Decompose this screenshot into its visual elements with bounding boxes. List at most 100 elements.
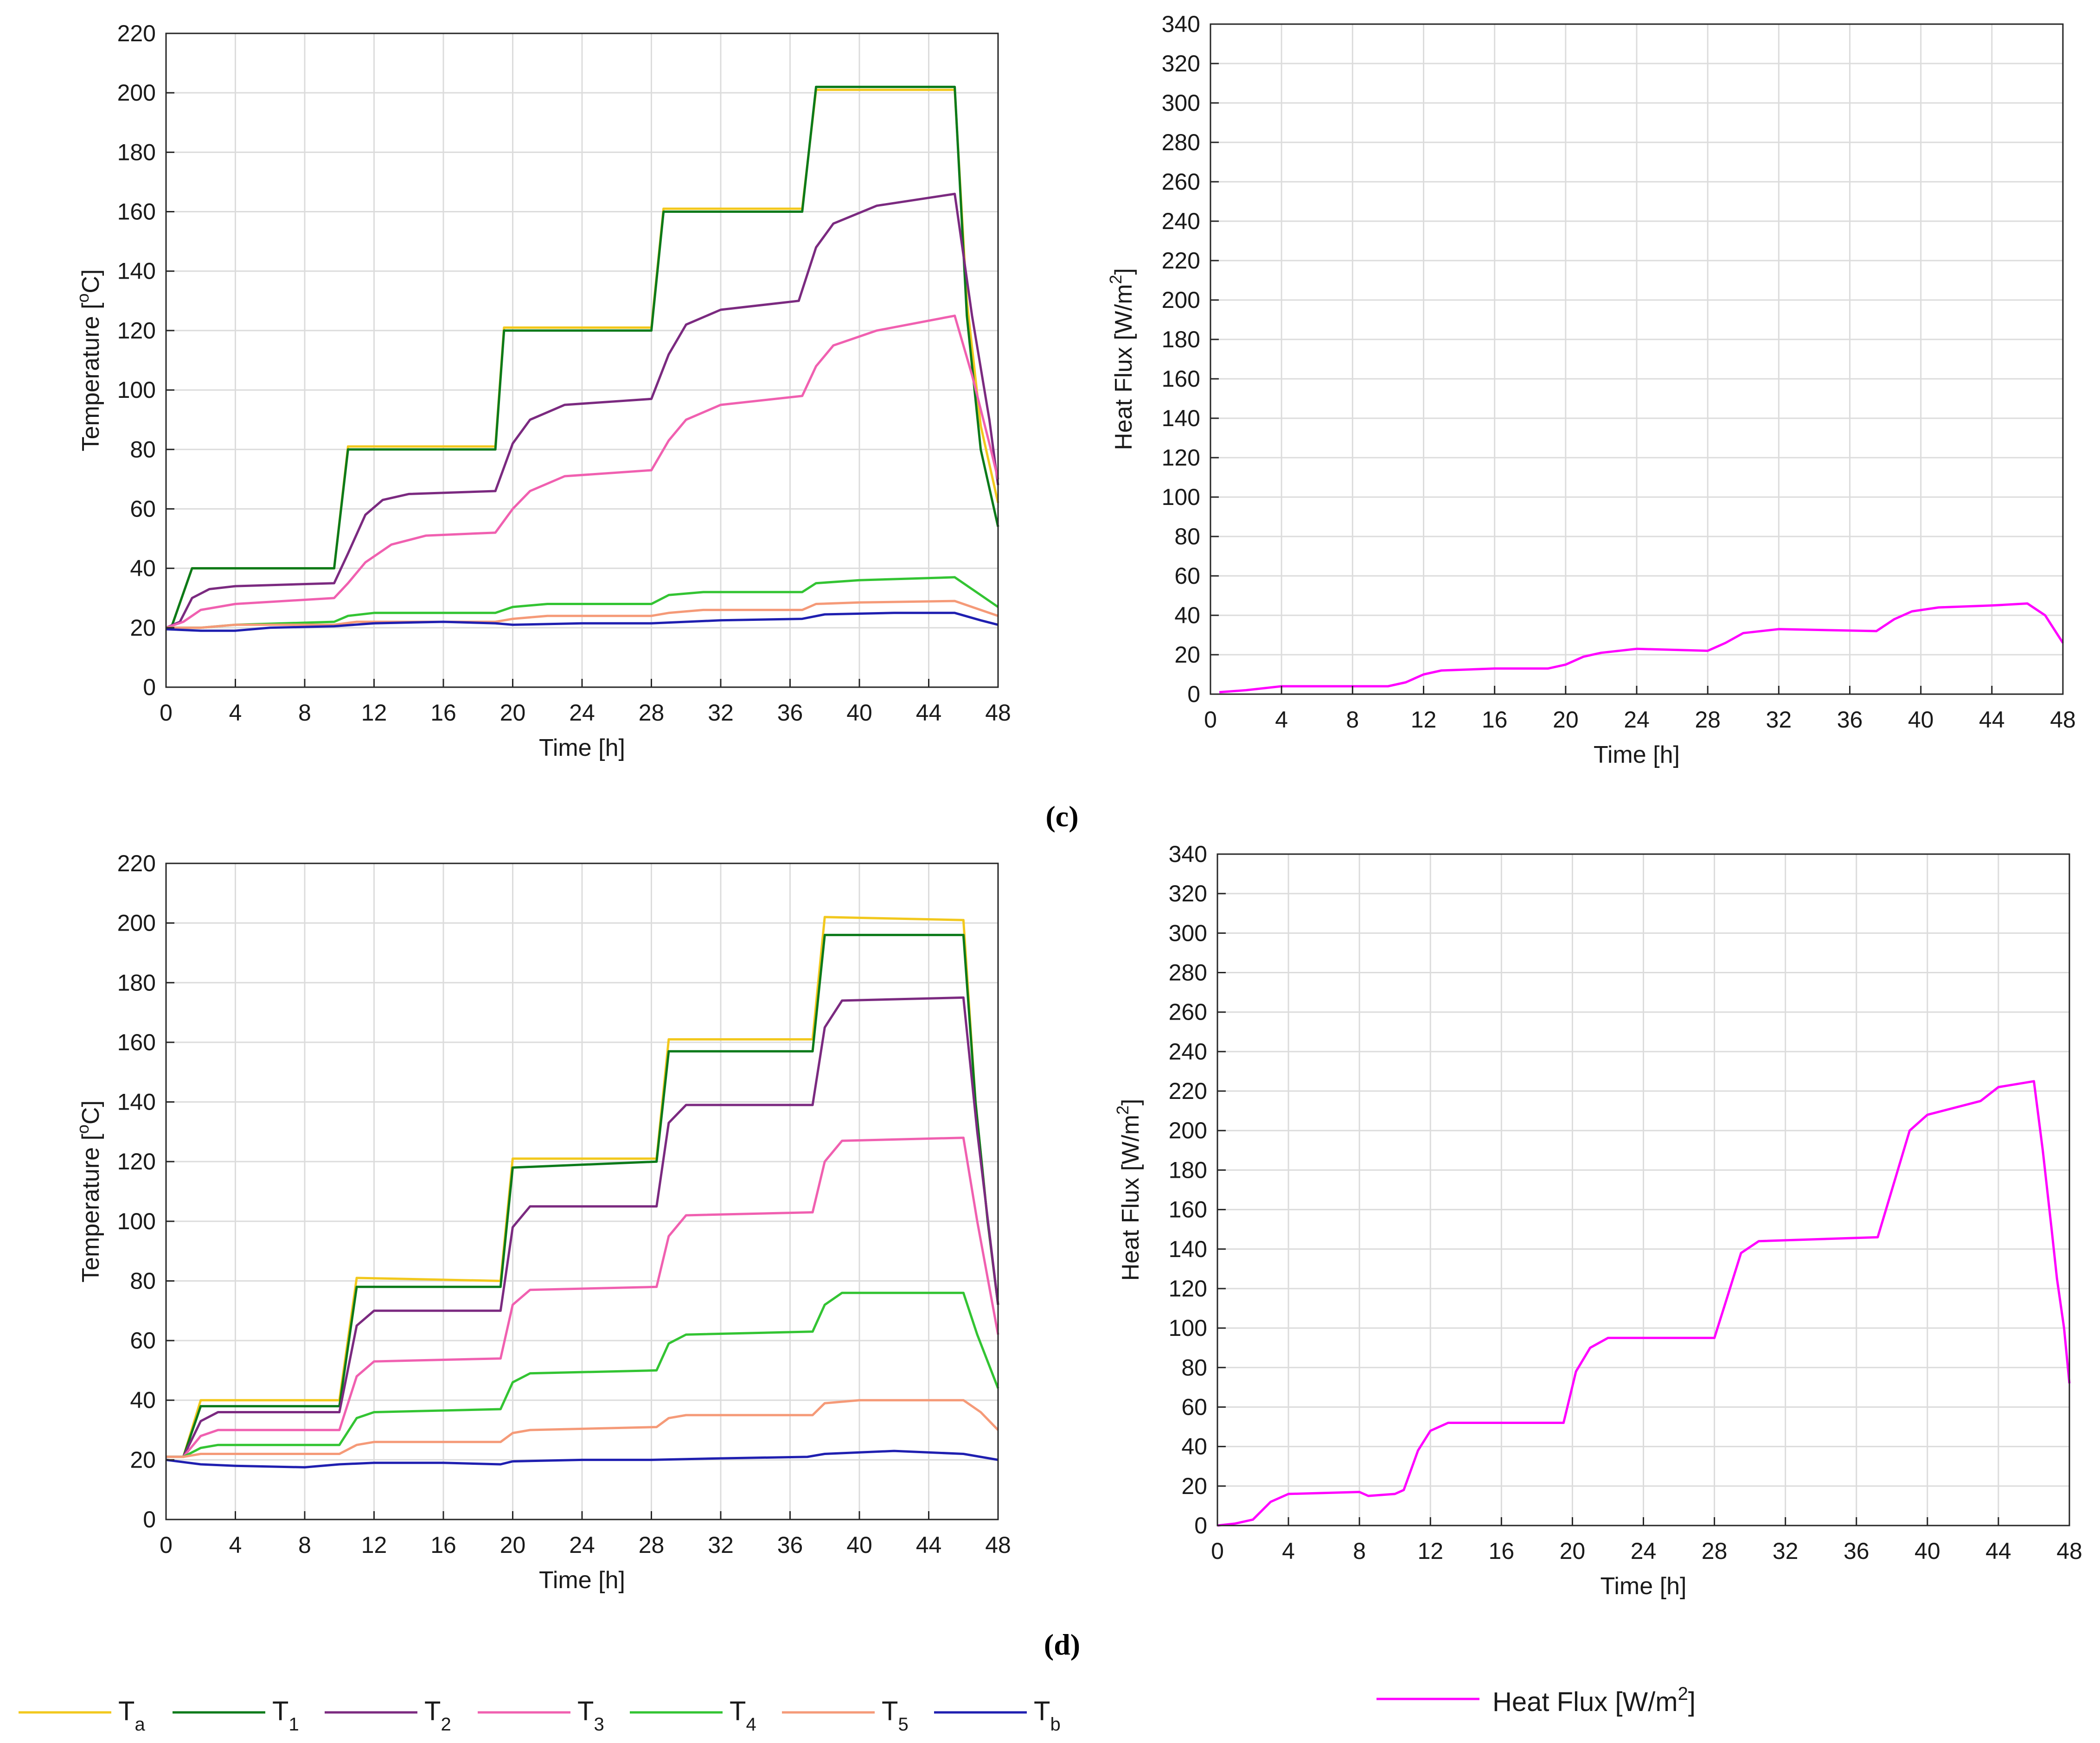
y-tick-label: 80 <box>1174 524 1200 549</box>
chart-d-heatflux: 0 4 8 12 16 20 24 28 32 36 40 44 4802040608010012014… <box>1113 841 2082 1600</box>
y-tick-label: 100 <box>117 377 156 403</box>
series-line-t5 <box>166 1399 999 1458</box>
x-tick-label: 0 <box>1204 707 1217 733</box>
series-line-t4 <box>166 1291 999 1458</box>
y-tick-label: 20 <box>1174 642 1200 668</box>
legend-label: T3 <box>577 1696 604 1735</box>
y-tick-label: 60 <box>1174 563 1200 589</box>
legend-heat-flux: Heat Flux [W/m2] <box>1377 1684 1696 1717</box>
x-tick-label: 24 <box>1631 1538 1657 1564</box>
y-axis-label: Temperature [oC] <box>73 269 104 452</box>
y-tick-label: 0 <box>143 674 156 700</box>
legend-label: Heat Flux [W/m2] <box>1492 1684 1696 1717</box>
y-tick-label: 220 <box>1162 248 1200 274</box>
x-axis-label: Time [h] <box>539 734 625 761</box>
y-tick-label: 80 <box>1181 1354 1207 1380</box>
y-tick-label: 40 <box>130 555 156 581</box>
y-tick-label: 20 <box>130 615 156 641</box>
series-line-tb <box>166 612 999 632</box>
y-tick-label: 340 <box>1169 841 1207 867</box>
legend-label: T1 <box>272 1696 299 1735</box>
y-tick-label: 60 <box>130 1328 156 1354</box>
legend-item-t3: T3 <box>478 1696 604 1735</box>
y-tick-label: 0 <box>1187 681 1200 707</box>
x-tick-label: 16 <box>430 1532 456 1558</box>
x-tick-label: 32 <box>1773 1538 1799 1564</box>
x-tick-label: 8 <box>298 1532 311 1558</box>
x-tick-label: 44 <box>1979 707 2005 733</box>
x-tick-label: 32 <box>1766 707 1792 733</box>
series-line-t1 <box>166 933 999 1458</box>
x-tick-label: 4 <box>1275 707 1288 733</box>
x-tick-label: 0 <box>160 1532 173 1558</box>
legend-item-ta: Ta <box>19 1696 145 1735</box>
y-tick-label: 260 <box>1169 999 1207 1025</box>
y-tick-label: 260 <box>1162 169 1200 195</box>
y-tick-label: 180 <box>1169 1157 1207 1183</box>
caption-c: (c) <box>1045 800 1078 833</box>
y-tick-label: 340 <box>1162 11 1200 37</box>
y-tick-label: 200 <box>117 910 156 936</box>
y-tick-label: 200 <box>1169 1117 1207 1143</box>
y-tick-label: 300 <box>1169 920 1207 946</box>
series-line-heat-flux-w-m2- <box>1217 1080 2071 1527</box>
x-tick-label: 24 <box>569 1532 595 1558</box>
x-tick-label: 16 <box>1482 707 1508 733</box>
x-tick-label: 44 <box>1985 1538 2011 1564</box>
caption-d: (d) <box>1044 1628 1080 1661</box>
x-tick-label: 12 <box>361 1532 387 1558</box>
x-tick-label: 16 <box>430 700 456 726</box>
x-tick-label: 32 <box>708 700 734 726</box>
x-tick-label: 4 <box>1282 1538 1295 1564</box>
x-tick-label: 48 <box>985 700 1011 726</box>
x-tick-label: 48 <box>2050 707 2076 733</box>
series-line-tb <box>166 1449 999 1468</box>
x-tick-label: 40 <box>1908 707 1934 733</box>
y-tick-label: 280 <box>1169 960 1207 986</box>
legend-label: T4 <box>730 1696 756 1735</box>
y-tick-label: 100 <box>117 1208 156 1234</box>
y-tick-label: 300 <box>1162 90 1200 116</box>
y-tick-label: 160 <box>1162 366 1200 392</box>
x-tick-label: 8 <box>298 700 311 726</box>
y-tick-label: 120 <box>117 1149 156 1175</box>
series-line-t5 <box>166 600 999 629</box>
series-line-t2 <box>166 192 999 629</box>
legend-label: Tb <box>1034 1696 1061 1735</box>
y-tick-label: 140 <box>117 1089 156 1115</box>
x-tick-label: 12 <box>1417 1538 1443 1564</box>
y-tick-label: 20 <box>130 1447 156 1473</box>
x-tick-label: 24 <box>569 700 595 726</box>
chart-c-heatflux: 0 4 8 12 16 20 24 28 32 36 40 44 4802040608010012014… <box>1106 11 2076 768</box>
x-tick-label: 20 <box>500 700 526 726</box>
x-tick-label: 12 <box>361 700 387 726</box>
x-tick-label: 20 <box>1553 707 1579 733</box>
x-tick-label: 44 <box>916 700 942 726</box>
y-tick-label: 180 <box>117 139 156 165</box>
x-tick-label: 40 <box>846 1532 872 1558</box>
x-tick-label: 36 <box>1844 1538 1870 1564</box>
x-axis-label: Time [h] <box>1594 741 1680 768</box>
x-axis-label: Time [h] <box>539 1567 625 1594</box>
legend-label: T2 <box>424 1696 451 1735</box>
series-line-t4 <box>166 576 999 629</box>
y-tick-label: 40 <box>1181 1434 1207 1460</box>
y-axis-label: Heat Flux [W/m2] <box>1113 1099 1144 1281</box>
x-tick-label: 28 <box>639 1532 665 1558</box>
x-tick-label: 36 <box>1837 707 1863 733</box>
x-tick-label: 0 <box>1211 1538 1224 1564</box>
x-axis-label: Time [h] <box>1601 1573 1687 1600</box>
y-tick-label: 220 <box>1169 1078 1207 1104</box>
x-tick-label: 48 <box>2056 1538 2082 1564</box>
x-tick-label: 8 <box>1346 707 1359 733</box>
y-tick-label: 60 <box>130 496 156 522</box>
series-line-t2 <box>166 996 999 1458</box>
legend-item-tb: Tb <box>934 1696 1061 1735</box>
y-tick-label: 80 <box>130 436 156 462</box>
y-tick-label: 140 <box>1169 1236 1207 1262</box>
y-tick-label: 220 <box>117 20 156 46</box>
chart-c-temperature: 0 4 8 12 16 20 24 28 32 36 40 44 4802040608010012014… <box>73 20 1011 761</box>
series-line-heat-flux-w-m2- <box>1219 602 2064 694</box>
x-tick-label: 36 <box>777 1532 803 1558</box>
y-tick-label: 40 <box>130 1387 156 1413</box>
